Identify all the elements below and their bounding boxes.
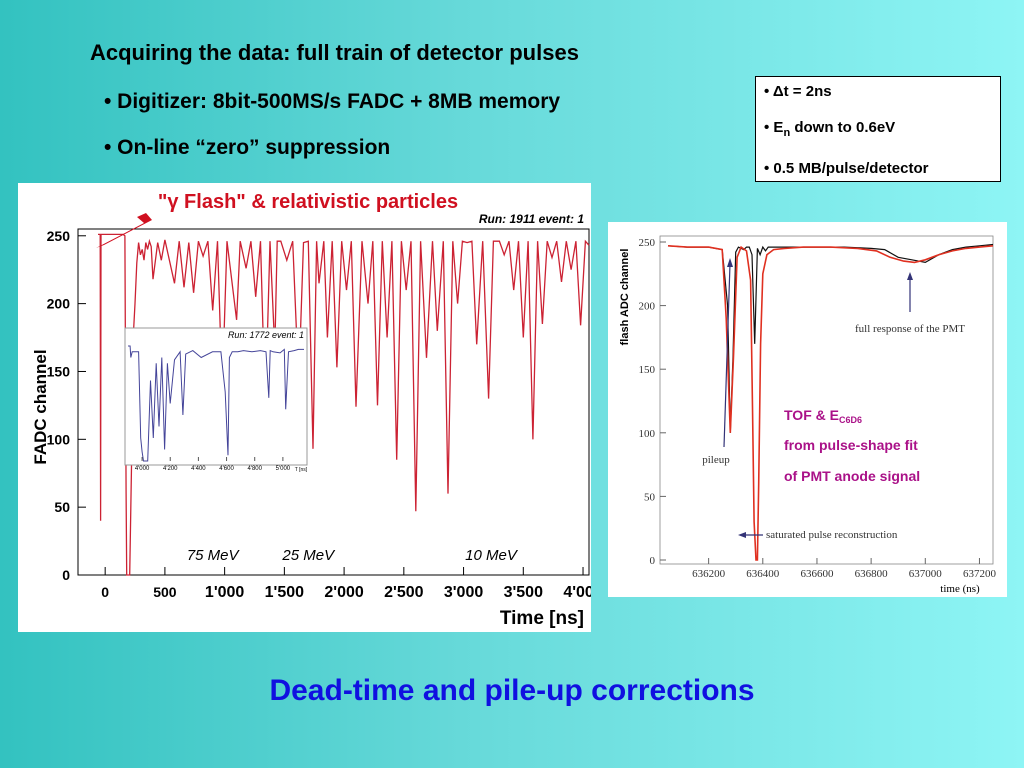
y-tick-label: 200 <box>47 296 71 312</box>
inset-x-tick-label: 4'200 <box>163 466 178 472</box>
plot-frame <box>659 235 994 565</box>
pileup-arrowhead <box>727 258 733 267</box>
pmt-chart-panel: 0 50 100 150 200 250 636200 636400 636600 636800… <box>608 222 1007 597</box>
x-tick-label: 2'000 <box>324 584 364 601</box>
inset-x-unit: T [ns] <box>295 467 308 473</box>
x-tick-label: 637000 <box>909 568 943 580</box>
x-axis-label: Time [ns] <box>500 608 584 629</box>
y-tick-label: 150 <box>639 364 656 376</box>
fit-note-line2: from pulse-shape fit <box>784 437 918 453</box>
inset-x-tick-label: 4'000 <box>135 466 150 472</box>
annotation-full-response: full response of the PMT <box>855 323 965 335</box>
y-tick-label: 100 <box>47 431 71 447</box>
pmt-response-arrowhead <box>907 272 913 280</box>
bullet-zero-suppression: • On-line “zero” suppression <box>104 136 391 159</box>
y-tick-label: 50 <box>644 491 656 503</box>
x-tick-label: 636400 <box>746 568 780 580</box>
y-tick-label: 0 <box>62 567 70 583</box>
x-tick-label: 2'500 <box>384 584 424 601</box>
chart-title: "γ Flash" & relativistic particles <box>158 191 458 213</box>
fit-note-prefix: TOF & E <box>784 407 839 423</box>
y-tick-label: 250 <box>47 228 71 244</box>
fadc-chart: 0 50 100 150 200 250 0 500 1'000 1'500 2'000 2'500… <box>31 191 603 629</box>
inset-x-tick-label: 4'800 <box>247 466 262 472</box>
y-tick-label: 200 <box>639 301 656 313</box>
x-tick-label: 636200 <box>692 568 726 580</box>
fit-note-subscript: C6D6 <box>839 415 862 425</box>
fit-line <box>667 245 994 561</box>
y-axis-label: flash ADC channel <box>619 249 631 346</box>
x-tick-label: 636800 <box>855 568 889 580</box>
y-tick-label: 50 <box>54 499 70 515</box>
x-tick-label: 1'500 <box>265 584 305 601</box>
inset-signal-line <box>128 345 304 462</box>
x-tick-label: 0 <box>101 584 109 600</box>
bullet-digitizer: • Digitizer: 8bit-500MS/s FADC + 8MB mem… <box>104 90 561 113</box>
spec-time-resolution: • Δt = 2ns <box>764 83 832 100</box>
y-tick-label: 250 <box>639 237 656 249</box>
inset-x-tick-label: 5'000 <box>276 466 291 472</box>
fit-note-line1: TOF & EC6D6 <box>784 407 862 425</box>
fit-note-line3: of PMT anode signal <box>784 468 920 484</box>
gamma-flash-arrow <box>96 213 152 248</box>
x-tick-label: 3'500 <box>504 584 544 601</box>
x-tick-label: 636600 <box>800 568 834 580</box>
x-tick-label: 500 <box>153 584 177 600</box>
spec-box: • Δt = 2ns • En down to 0.6eV • 0.5 MB/p… <box>755 76 1001 182</box>
spec-data-rate: • 0.5 MB/pulse/detector <box>764 160 929 177</box>
inset-x-tick-label: 4'600 <box>219 466 234 472</box>
x-axis-label: time (ns) <box>940 583 980 595</box>
x-tick-label: 637200 <box>963 568 997 580</box>
spec-energy-subscript: n <box>783 127 791 139</box>
y-tick-label: 0 <box>650 555 656 567</box>
inset-x-tick-label: 4'400 <box>191 466 206 472</box>
y-tick-label: 150 <box>47 363 71 379</box>
plot-frame <box>77 228 590 576</box>
saturated-arrowhead <box>738 532 746 538</box>
annotation-saturated: saturated pulse reconstruction <box>766 529 898 541</box>
energy-annotation: 75 MeV <box>187 547 241 564</box>
y-axis-label: FADC channel <box>31 349 50 464</box>
spec-energy-prefix: • E <box>764 119 784 136</box>
x-tick-label: 4'000 <box>563 584 591 601</box>
pileup-arrow <box>723 263 731 448</box>
y-tick-label: 100 <box>639 428 656 440</box>
fadc-signal-line <box>98 233 590 576</box>
fadc-chart-panel: 0 50 100 150 200 250 0 500 1'000 1'500 2'000 2'500… <box>18 183 603 632</box>
slide-title: Acquiring the data: full train of detect… <box>90 40 579 65</box>
energy-annotation: 25 MeV <box>281 547 336 564</box>
footer-caption: Dead-time and pile-up corrections <box>269 674 755 707</box>
data-line <box>667 243 994 433</box>
inset-frame <box>124 327 308 466</box>
annotation-pileup: pileup <box>702 454 730 466</box>
spec-energy-range: • En down to 0.6eV <box>764 119 1000 142</box>
energy-annotation: 10 MeV <box>465 547 519 564</box>
x-tick-label: 3'000 <box>444 584 484 601</box>
inset-chart: Run: 1772 event: 1 4'000 4'200 4'400 4'600 4… <box>124 327 308 473</box>
x-tick-label: 1'000 <box>205 584 245 601</box>
spec-energy-suffix: down to 0.6eV <box>790 119 896 136</box>
inset-run-label: Run: 1772 event: 1 <box>228 330 304 340</box>
run-label: Run: 1911 event: 1 <box>479 212 584 226</box>
pmt-chart: 0 50 100 150 200 250 636200 636400 636600 636800… <box>619 235 997 595</box>
